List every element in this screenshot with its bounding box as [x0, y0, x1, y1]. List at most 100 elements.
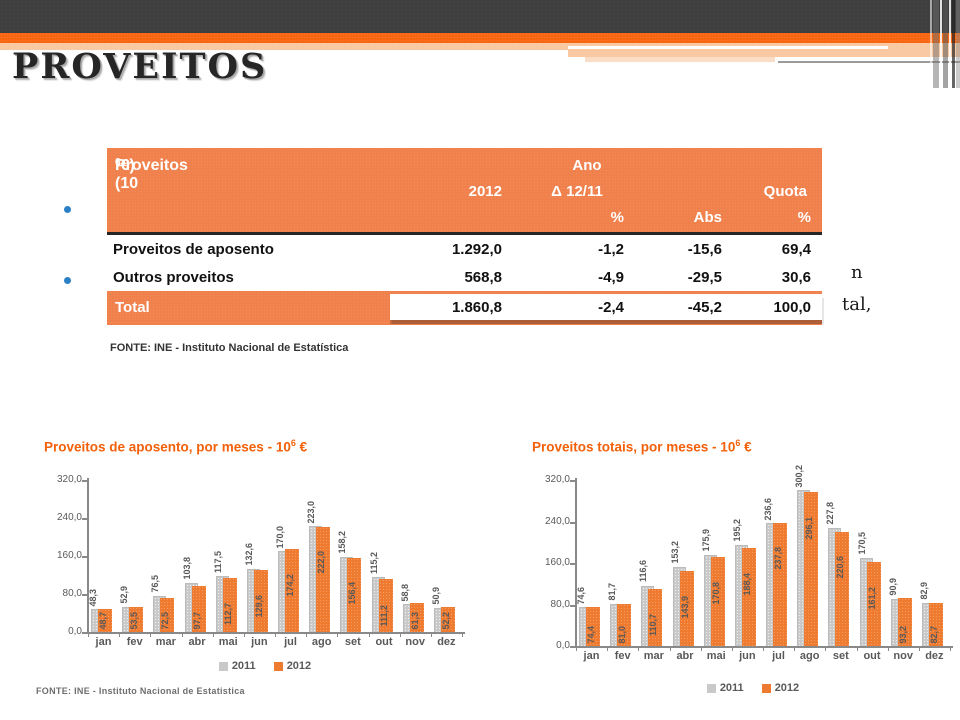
legend-label-2011: 2011	[231, 660, 256, 672]
bar-value-2011-ago: 300,2	[794, 464, 805, 488]
bar-value-2012-abr: 143,9	[679, 595, 690, 619]
bar-value-2011-mai: 117,5	[212, 551, 223, 574]
proveitos-table: Proveitos (10 6 €) Ano 2012 Δ 12/11 Quota…	[107, 148, 822, 325]
y-axis-line	[87, 478, 89, 634]
bar-value-2012-jan: 74,4	[586, 626, 596, 644]
legend-swatch-2011	[706, 683, 716, 693]
bar-value-2011-set: 227,8	[825, 502, 836, 525]
month-label-nov: nov	[405, 636, 425, 648]
bar-2012-mai	[710, 557, 725, 646]
y-tick-label: 240,0	[56, 512, 82, 523]
cell-quota-pct: 30,6	[781, 268, 811, 286]
y-tick-label: 320,0	[56, 474, 82, 485]
bar-value-2011-nov: 58,8	[399, 583, 410, 602]
month-label-jun: jun	[739, 650, 756, 662]
total-label: Total	[115, 299, 150, 316]
legend-item-2012: 2012	[761, 682, 799, 694]
bar-value-2011-jan: 48,3	[88, 588, 98, 607]
bar-value-2011-mar: 76,5	[150, 575, 161, 593]
month-label-out: out	[863, 650, 881, 662]
legend-item-2011: 2011	[706, 682, 744, 694]
y-tick-mark	[82, 518, 87, 520]
legend-swatch-2012	[761, 683, 771, 693]
bar-2012-dez	[440, 607, 455, 632]
bar-value-2012-jul: 237,8	[773, 547, 784, 570]
col-header-delta: Δ 12/11	[551, 183, 603, 200]
y-axis-line	[575, 478, 577, 648]
month-label-mai: mai	[218, 636, 238, 648]
x-tick-mark	[368, 632, 370, 637]
total-delta-pct: -2,4	[598, 298, 624, 316]
y-tick-mark	[570, 604, 575, 607]
y-tick-label: 240,0	[544, 515, 570, 527]
bar-2012-jan	[586, 607, 600, 646]
month-label-ago: ago	[311, 636, 332, 648]
bar-2012-mar	[648, 588, 663, 646]
month-label-mar: mar	[155, 636, 176, 648]
bar-value-2012-jan: 48,7	[98, 612, 108, 630]
x-tick-mark	[181, 632, 183, 637]
bar-value-2012-ago: 296,1	[804, 516, 815, 540]
header-accent-white	[568, 46, 888, 49]
legend-label-2012: 2012	[286, 660, 312, 672]
bar-value-2012-jun: 188,4	[741, 572, 752, 596]
cell-quota-pct: 69,4	[781, 240, 811, 258]
bar-2012-ago	[804, 492, 819, 646]
total-2012: 1.860,8	[451, 298, 502, 316]
bar-value-2012-mar: 72,5	[160, 612, 171, 630]
month-label-fev: fev	[126, 636, 143, 648]
bar-value-2012-fev: 81,0	[617, 626, 628, 644]
legend-item-2012: 2012	[273, 660, 312, 672]
y-tick-mark	[570, 480, 575, 482]
month-label-ago: ago	[799, 650, 820, 662]
y-tick-mark	[82, 480, 87, 482]
legend-swatch-2011	[218, 661, 228, 671]
x-tick-mark	[150, 632, 152, 637]
x-tick-mark	[306, 632, 308, 637]
cell-delta-pct: -1,2	[598, 240, 624, 258]
y-tick-mark	[82, 556, 87, 558]
table-row: Proveitos de aposento 1.292,0 -1,2 -15,6…	[107, 235, 822, 263]
month-label-abr: abr	[676, 650, 694, 662]
bar-value-2011-jul: 236,6	[763, 497, 774, 521]
y-tick-mark	[570, 646, 575, 648]
bar-value-2012-set: 156,4	[347, 582, 358, 605]
bar-2012-jun	[253, 570, 268, 632]
bar-2012-mai	[222, 578, 237, 632]
y-tick-label: 160,0	[56, 550, 82, 561]
bar-value-2011-out: 115,2	[368, 552, 379, 575]
cell-delta-pct: -4,9	[598, 268, 624, 286]
table-source: FONTE: INE - Instituto Nacional de Estat…	[110, 342, 349, 354]
header-band-peach	[0, 43, 960, 50]
x-tick-mark	[212, 632, 214, 637]
header-band-dark	[0, 0, 960, 33]
bar-value-2012-dez: 82,7	[928, 626, 939, 644]
bullet-dot-1	[64, 206, 71, 213]
row-label: Proveitos de aposento	[113, 240, 274, 258]
y-tick-label: 0,0	[68, 626, 82, 637]
header-band-orange	[0, 33, 960, 43]
bar-value-2012-mai: 170,8	[710, 581, 721, 605]
bar-value-2012-nov: 93,2	[897, 626, 908, 644]
bar-2012-abr	[191, 585, 206, 632]
bar-value-2011-ago: 223,0	[306, 500, 317, 524]
legend-swatch-2012	[273, 661, 283, 671]
x-tick-mark	[825, 646, 827, 651]
x-tick-mark	[887, 646, 889, 651]
bar-value-2011-abr: 103,8	[181, 557, 192, 580]
y-tick-label: 80,0	[62, 588, 82, 599]
bar-2012-mar	[160, 597, 175, 632]
col-header-abs: Abs	[693, 209, 722, 226]
x-tick-mark	[763, 646, 765, 651]
month-label-mar: mar	[643, 650, 664, 662]
month-label-out: out	[375, 636, 393, 648]
chart-source: FONTE: INE - Instituto Nacional de Estat…	[36, 686, 245, 696]
bar-value-2012-set: 220,6	[835, 556, 846, 579]
bar-value-2011-mar: 116,6	[638, 560, 649, 583]
total-values-box: 1.860,8 -2,4 -45,2 100,0	[390, 294, 822, 320]
x-tick-mark	[399, 632, 401, 637]
col-header-quota-pct: %	[797, 209, 811, 226]
month-label-mai: mai	[706, 650, 726, 662]
table-total-row: Total 1.860,8 -2,4 -45,2 100,0	[107, 291, 822, 325]
x-tick-mark	[731, 646, 733, 651]
